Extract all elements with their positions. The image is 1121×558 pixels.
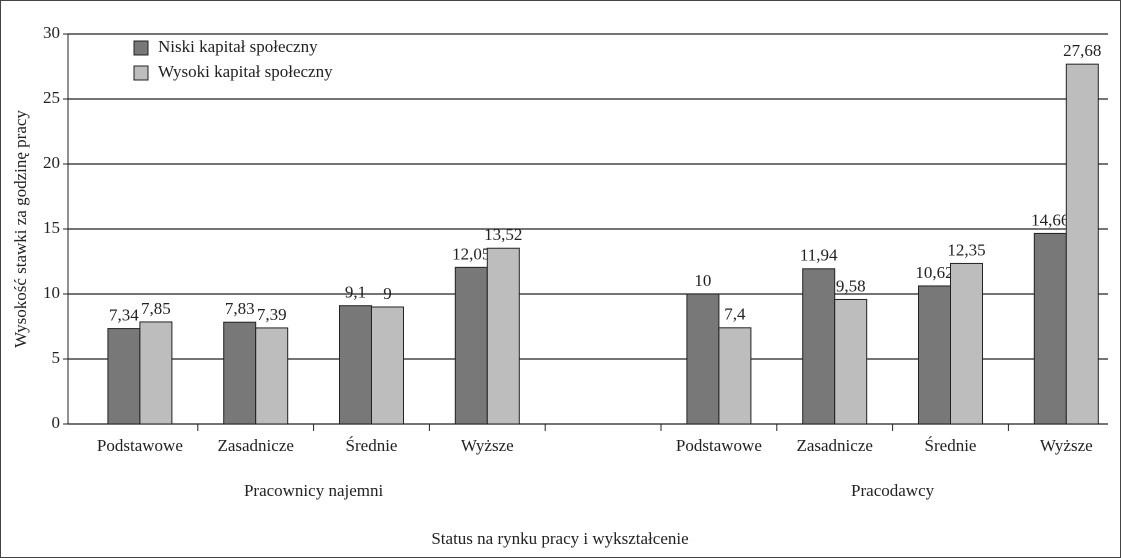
bar (950, 262, 983, 425)
legend-label: Wysoki kapitał społeczny (158, 62, 333, 81)
bar (139, 321, 173, 425)
data-label: 9,58 (836, 276, 866, 295)
bar (454, 266, 488, 425)
legend-swatch (133, 65, 149, 81)
x-axis-title: Status na rynku pracy i wykształcenie (431, 529, 688, 548)
x-tick-label: Podstawowe (676, 436, 762, 455)
data-label: 7,34 (109, 305, 139, 324)
x-tick-label: Średnie (346, 436, 398, 455)
bar (834, 298, 868, 425)
y-tick-label: 25 (43, 88, 60, 107)
data-label: 10 (694, 271, 711, 290)
y-tick-label: 20 (43, 153, 60, 172)
x-tick-label: Wyższe (1040, 436, 1093, 455)
x-tick-label: Podstawowe (97, 436, 183, 455)
bar (1065, 63, 1099, 425)
data-label: 7,4 (724, 305, 746, 324)
group-label: Pracownicy najemni (244, 481, 384, 500)
y-tick-label: 15 (43, 218, 60, 237)
data-label: 27,68 (1063, 41, 1101, 60)
data-label: 9 (383, 284, 392, 303)
x-tick-label: Wyższe (461, 436, 514, 455)
x-tick-label: Średnie (925, 436, 977, 455)
bar (918, 285, 951, 425)
legend-label: Niski kapitał społeczny (158, 37, 318, 56)
data-label: 13,52 (484, 225, 522, 244)
data-label: 12,35 (947, 240, 985, 259)
legend-swatch (133, 40, 149, 56)
data-label: 12,05 (452, 244, 490, 263)
y-axis-title: Wysokość stawki za godzinę pracy (11, 110, 30, 348)
bar (718, 327, 752, 425)
data-label: 7,85 (141, 299, 171, 318)
bar (339, 305, 372, 425)
bar (255, 327, 289, 425)
y-tick-label: 0 (52, 413, 61, 432)
data-label: 7,83 (225, 299, 255, 318)
bar (486, 247, 520, 425)
data-label: 7,39 (257, 305, 287, 324)
x-tick-label: Zasadnicze (796, 436, 872, 455)
bar (107, 328, 141, 425)
data-label: 11,94 (800, 246, 838, 265)
data-label: 14,66 (1031, 210, 1069, 229)
bar (371, 306, 404, 425)
bar (802, 268, 836, 425)
group-label: Pracodawcy (851, 481, 935, 500)
bar (223, 321, 257, 425)
y-tick-label: 30 (43, 23, 60, 42)
data-label: 10,62 (915, 263, 953, 282)
x-tick-label: Zasadnicze (217, 436, 293, 455)
y-tick-label: 10 (43, 283, 60, 302)
data-label: 9,1 (345, 283, 366, 302)
bar (686, 293, 720, 425)
bar (1033, 232, 1067, 425)
y-tick-label: 5 (52, 348, 61, 367)
